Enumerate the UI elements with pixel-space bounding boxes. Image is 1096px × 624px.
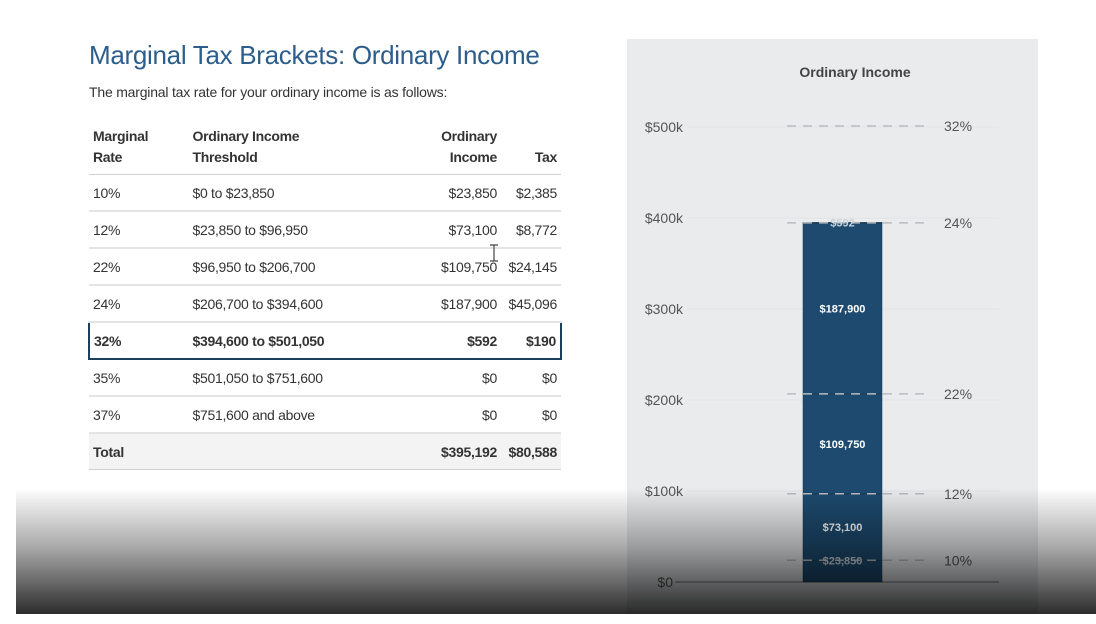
bottom-edge bbox=[0, 614, 1096, 624]
bracket-rate-label: 32% bbox=[944, 118, 972, 134]
table-row: 12% $23,850 to $96,950 $73,100 $8,772 bbox=[89, 211, 561, 249]
bracket-rate-label: 12% bbox=[944, 486, 972, 502]
income-cell: $73,100 bbox=[407, 211, 502, 249]
table-row: 10% $0 to $23,850 $23,850 $2,385 bbox=[89, 174, 561, 212]
total-empty-cell bbox=[188, 433, 408, 470]
total-income: $395,192 bbox=[407, 433, 502, 470]
rate-cell: 12% bbox=[89, 211, 189, 249]
threshold-cell: $751,600 and above bbox=[188, 396, 408, 434]
bar-value-label: $109,750 bbox=[820, 439, 866, 451]
bracket-rate-label: 10% bbox=[944, 552, 972, 568]
y-tick-label: $500k bbox=[645, 119, 684, 135]
tax-cell: $190 bbox=[501, 321, 562, 360]
page-subtitle: The marginal tax rate for your ordinary … bbox=[89, 84, 448, 100]
rate-cell: 32% bbox=[88, 321, 189, 360]
tax-cell: $45,096 bbox=[501, 285, 561, 323]
total-tax: $80,588 bbox=[501, 433, 561, 470]
bar-segment-3 bbox=[802, 222, 883, 395]
bar-value-label: $73,100 bbox=[823, 522, 863, 534]
bar-value-label: $23,850 bbox=[823, 555, 863, 567]
tax-cell: $24,145 bbox=[501, 248, 561, 286]
y-tick-label: $400k bbox=[645, 210, 684, 226]
income-cell: $0 bbox=[407, 359, 502, 397]
tax-brackets-table: Marginal Rate Ordinary Income Threshold … bbox=[88, 126, 562, 470]
y-axis: $0 $100k $200k $300k $400k $500k bbox=[645, 119, 684, 590]
y-tick-label: $200k bbox=[645, 392, 684, 408]
rate-cell: 24% bbox=[89, 285, 189, 323]
table-row: 37% $751,600 and above $0 $0 bbox=[89, 396, 561, 434]
income-cell: $23,850 bbox=[407, 174, 502, 212]
income-cell: $187,900 bbox=[407, 285, 502, 323]
bar-segment-2 bbox=[802, 393, 883, 495]
rate-cell: 22% bbox=[89, 248, 189, 286]
tax-cell: $0 bbox=[501, 359, 561, 397]
income-cell: $109,750 bbox=[407, 248, 502, 286]
table-row-highlighted: 32% $394,600 to $501,050 $592 $190 bbox=[88, 321, 562, 360]
bracket-rate-label: 22% bbox=[944, 386, 972, 402]
tax-cell: $2,385 bbox=[501, 174, 561, 212]
text-cursor-icon bbox=[490, 244, 498, 262]
header-threshold: Ordinary Income Threshold bbox=[188, 126, 408, 175]
y-tick-label: $100k bbox=[645, 483, 684, 499]
bar-value-label: $187,900 bbox=[820, 303, 866, 315]
rate-cell: 37% bbox=[89, 396, 189, 434]
left-edge bbox=[0, 0, 16, 624]
bar-value-label: $592 bbox=[830, 217, 854, 229]
header-ordinary-income: Ordinary Income bbox=[407, 126, 502, 175]
table-total-row: Total $395,192 $80,588 bbox=[89, 433, 561, 470]
tax-cell: $8,772 bbox=[501, 211, 561, 249]
table-header-row: Marginal Rate Ordinary Income Threshold … bbox=[89, 126, 561, 175]
threshold-cell: $96,950 to $206,700 bbox=[188, 248, 408, 286]
header-marginal-rate: Marginal Rate bbox=[89, 126, 189, 175]
chart-canvas: Ordinary Income 10% 12% 22% 24% 32% $23,850 $… bbox=[645, 64, 999, 590]
threshold-cell: $0 to $23,850 bbox=[188, 174, 408, 212]
table-row: 22% $96,950 to $206,700 $109,750 $24,145 bbox=[89, 248, 561, 286]
threshold-cell: $206,700 to $394,600 bbox=[188, 285, 408, 323]
income-cell: $592 bbox=[407, 321, 502, 360]
tax-cell: $0 bbox=[501, 396, 561, 434]
total-label: Total bbox=[89, 433, 189, 470]
bracket-rate-label: 24% bbox=[944, 215, 972, 231]
rate-cell: 10% bbox=[89, 174, 189, 212]
threshold-cell: $501,050 to $751,600 bbox=[188, 359, 408, 397]
chart-title: Ordinary Income bbox=[799, 64, 910, 80]
y-tick-label: $300k bbox=[645, 301, 684, 317]
ordinary-income-chart: Ordinary Income 10% 12% 22% 24% 32% $23,850 $… bbox=[627, 39, 1038, 624]
header-tax: Tax bbox=[501, 126, 561, 175]
table-row: 35% $501,050 to $751,600 $0 $0 bbox=[89, 359, 561, 397]
table-row: 24% $206,700 to $394,600 $187,900 $45,09… bbox=[89, 285, 561, 323]
rate-cell: 35% bbox=[89, 359, 189, 397]
threshold-cell: $394,600 to $501,050 bbox=[188, 321, 408, 360]
page-title: Marginal Tax Brackets: Ordinary Income bbox=[89, 40, 540, 70]
threshold-cell: $23,850 to $96,950 bbox=[188, 211, 408, 249]
y-tick-label: $0 bbox=[657, 574, 673, 590]
income-cell: $0 bbox=[407, 396, 502, 434]
